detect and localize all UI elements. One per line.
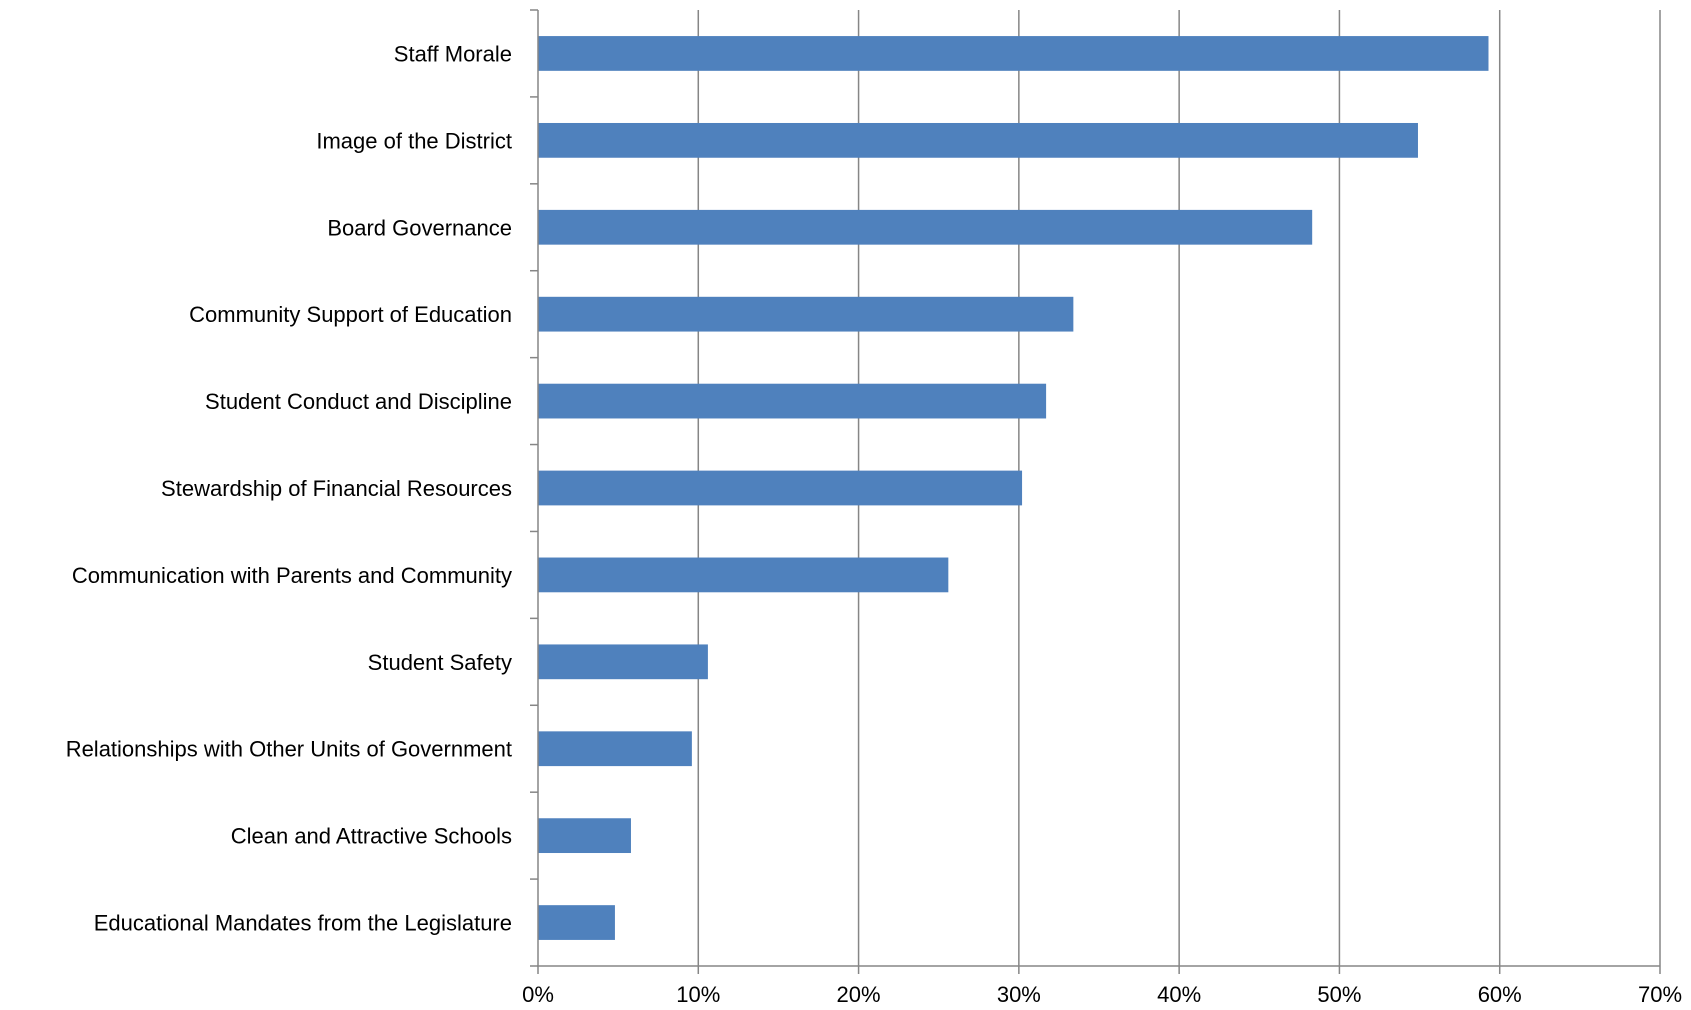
category-label: Stewardship of Financial Resources — [161, 476, 512, 501]
bar — [538, 644, 708, 680]
x-tick-label: 60% — [1478, 982, 1522, 1007]
bar — [538, 905, 615, 940]
x-tick-label: 0% — [522, 982, 554, 1007]
x-tick-label: 70% — [1638, 982, 1682, 1007]
bar — [538, 818, 631, 854]
bars — [538, 36, 1489, 940]
category-label: Staff Morale — [394, 41, 512, 66]
x-tick-label: 40% — [1157, 982, 1201, 1007]
bar — [538, 209, 1313, 245]
category-label: Community Support of Education — [189, 302, 512, 327]
bar — [538, 383, 1047, 419]
bar — [538, 470, 1023, 506]
category-label: Clean and Attractive Schools — [231, 824, 512, 849]
x-tick-label: 10% — [676, 982, 720, 1007]
category-label: Board Governance — [327, 215, 512, 240]
bar — [538, 122, 1418, 158]
category-label: Student Safety — [368, 650, 512, 675]
category-label: Relationships with Other Units of Govern… — [66, 737, 512, 762]
x-tick-label: 20% — [837, 982, 881, 1007]
x-tick-label: 30% — [997, 982, 1041, 1007]
category-label: Student Conduct and Discipline — [205, 389, 512, 414]
category-label: Communication with Parents and Community — [72, 563, 512, 588]
category-labels: Staff Morale Image of the District Board G… — [66, 41, 512, 935]
axes — [530, 9, 1661, 974]
bar — [538, 557, 949, 593]
category-label: Image of the District — [316, 128, 512, 153]
bar — [538, 731, 692, 767]
bar — [538, 36, 1489, 71]
category-label: Educational Mandates from the Legislatur… — [94, 911, 512, 936]
bar — [538, 296, 1074, 332]
x-tick-labels: 0% 10% 20% 30% 40% 50% 60% 70% — [522, 982, 1682, 1007]
x-tick-label: 50% — [1317, 982, 1361, 1007]
